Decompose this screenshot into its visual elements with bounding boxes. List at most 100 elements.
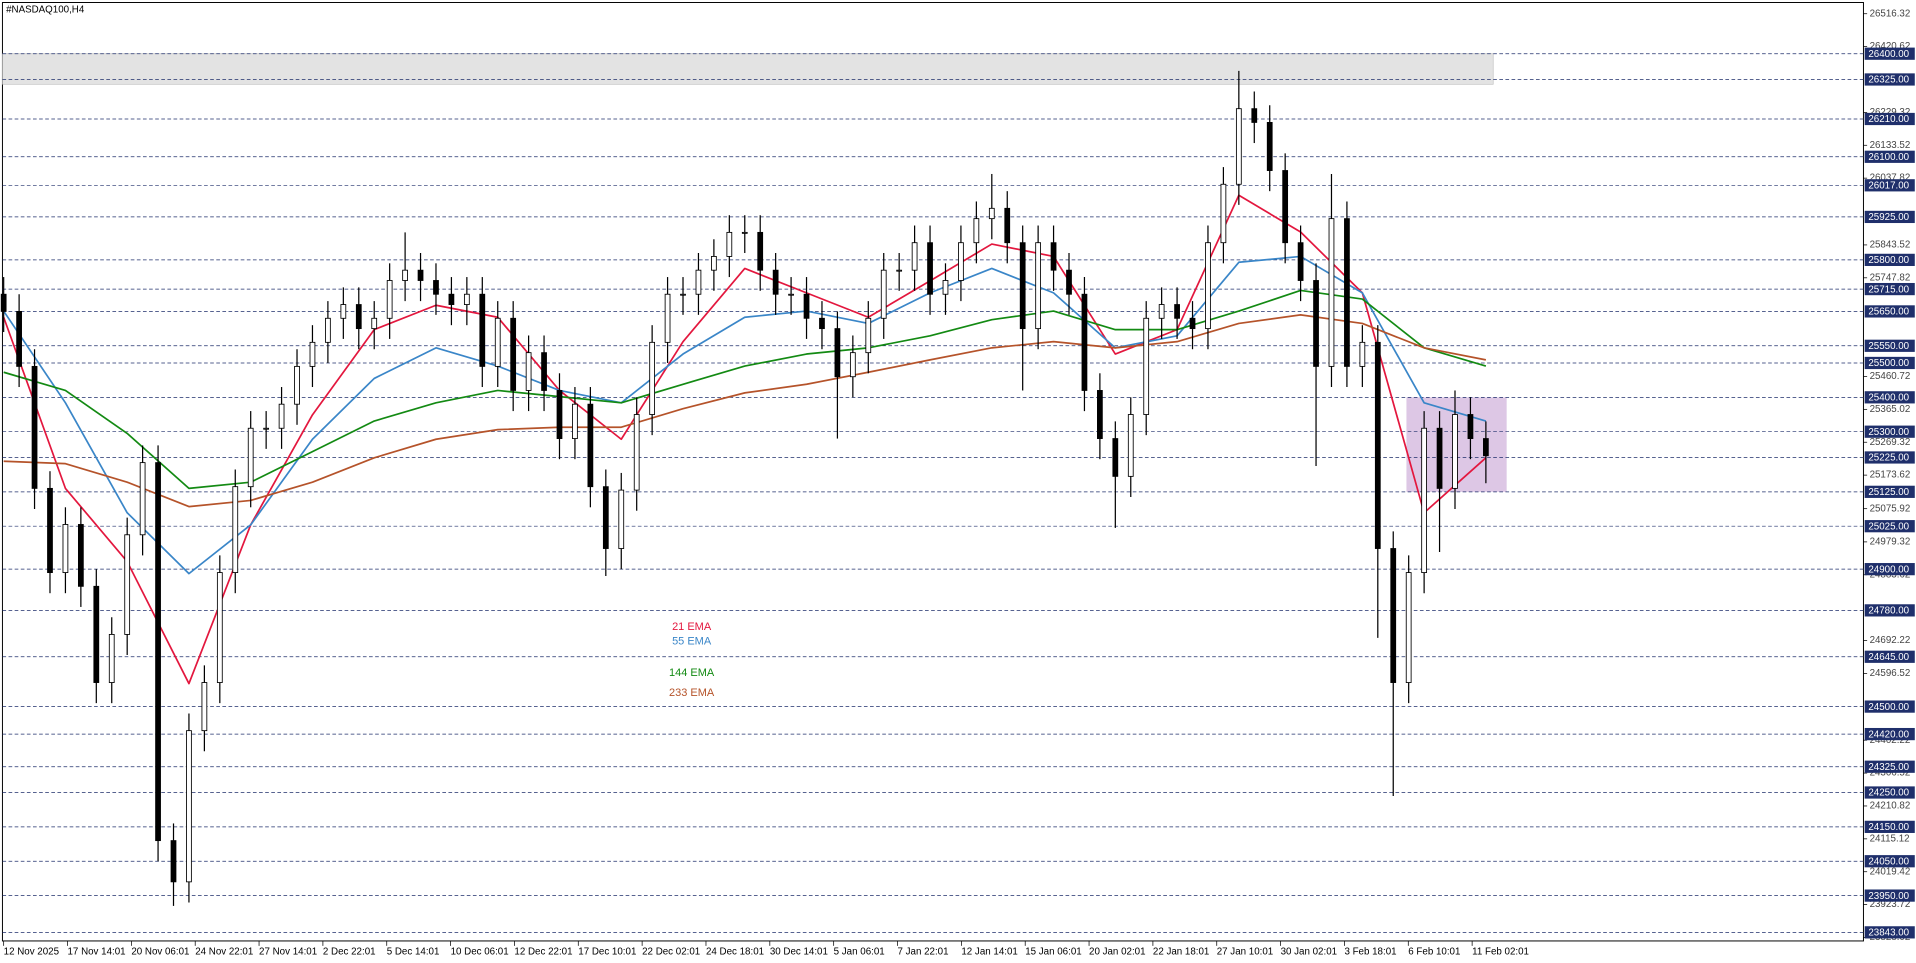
candle-body xyxy=(1081,293,1088,391)
level-label-bg xyxy=(1864,391,1915,404)
ema-legend: 233 EMA xyxy=(669,687,715,699)
level-label: 24420.00 xyxy=(1868,729,1909,740)
level-label: 24780.00 xyxy=(1868,606,1909,617)
level-label-bg xyxy=(1864,112,1915,126)
level-label-bg xyxy=(1864,786,1915,799)
candle-body xyxy=(479,293,486,367)
candle-body xyxy=(1452,414,1458,489)
candle-body xyxy=(942,280,949,295)
level-label-bg xyxy=(1864,179,1915,192)
y-tick-label: 26133.52 xyxy=(1870,140,1911,151)
level-label: 24050.00 xyxy=(1868,856,1909,867)
level-label: 23843.00 xyxy=(1868,928,1909,939)
candle-body xyxy=(803,293,810,319)
level-label: 24150.00 xyxy=(1868,822,1909,833)
candle-body xyxy=(494,317,501,367)
y-tick-label: 24306.52 xyxy=(1870,768,1911,779)
y-tick-label: 24692.22 xyxy=(1870,635,1911,646)
level-label-bg xyxy=(1864,73,1915,86)
level-label: 25550.00 xyxy=(1868,341,1909,352)
plot-frame xyxy=(1,2,1864,942)
candle-body xyxy=(525,352,532,391)
level-label-bg xyxy=(1864,650,1915,663)
candle-body xyxy=(1066,269,1072,295)
x-tick-label: 22 Dec 02:01 xyxy=(642,947,700,958)
candle-body xyxy=(340,304,347,319)
candle-body xyxy=(309,341,316,367)
level-label: 26017.00 xyxy=(1868,180,1909,191)
candle-body xyxy=(680,293,686,296)
candle-body xyxy=(186,730,192,883)
y-tick-label: 26037.82 xyxy=(1870,173,1911,184)
candle-body xyxy=(973,218,980,244)
candle-body xyxy=(788,293,794,296)
candle-body xyxy=(695,269,702,295)
candle-body xyxy=(633,414,640,491)
level-label: 25125.00 xyxy=(1868,487,1909,498)
candle-body xyxy=(865,317,872,354)
y-tick-label: 23923.72 xyxy=(1870,899,1911,910)
level-label: 24325.00 xyxy=(1868,762,1909,773)
candle-body xyxy=(417,269,424,281)
level-label: 25650.00 xyxy=(1868,307,1909,318)
level-label-bg xyxy=(1864,150,1915,163)
candle-body xyxy=(1205,242,1211,330)
candle-body xyxy=(1174,304,1180,319)
candle-body xyxy=(247,427,254,488)
level-label-bg xyxy=(1864,451,1915,464)
y-tick-label: 24979.32 xyxy=(1870,536,1911,547)
candle-body xyxy=(386,280,393,319)
y-tick-label: 25843.52 xyxy=(1870,240,1911,251)
y-tick-label: 25460.72 xyxy=(1870,371,1911,382)
candle-body xyxy=(433,280,439,295)
candle-body xyxy=(1390,548,1397,683)
candle-body xyxy=(463,293,470,305)
x-tick-label: 11 Feb 02:01 xyxy=(1472,947,1529,958)
candle-body xyxy=(216,572,223,683)
candle-body xyxy=(108,634,115,683)
candle-body xyxy=(139,462,146,536)
candle-body xyxy=(232,486,239,574)
candle-body xyxy=(834,328,841,378)
candle-body xyxy=(155,462,161,842)
candle-body xyxy=(1297,242,1304,281)
y-tick-label: 25075.92 xyxy=(1870,503,1911,514)
level-label-bg xyxy=(1864,700,1915,713)
level-label-bg xyxy=(1864,604,1915,617)
candle-body xyxy=(1282,170,1289,244)
candle-body xyxy=(1436,427,1443,489)
level-label: 26100.00 xyxy=(1868,152,1909,163)
x-tick-label: 6 Feb 10:01 xyxy=(1408,947,1460,958)
level-label: 26400.00 xyxy=(1868,49,1909,60)
y-tick-label: 25747.82 xyxy=(1870,272,1911,283)
level-label: 25800.00 xyxy=(1868,255,1909,266)
x-tick-label: 3 Feb 18:01 xyxy=(1344,947,1396,958)
candle-body xyxy=(1189,317,1196,330)
level-label-bg xyxy=(1864,889,1915,902)
level-label-bg xyxy=(1864,47,1915,60)
candle-body xyxy=(587,403,594,488)
candle-body xyxy=(263,427,270,430)
candle-body xyxy=(1050,242,1057,271)
candle-body xyxy=(1127,414,1134,477)
candle-body xyxy=(896,269,903,272)
x-tick-label: 5 Dec 14:01 xyxy=(387,947,440,958)
candle-body xyxy=(47,487,53,574)
candle-body xyxy=(325,317,331,343)
candle-body xyxy=(958,242,964,281)
level-label-bg xyxy=(1864,210,1915,224)
candle-body xyxy=(849,352,856,378)
level-label-bg xyxy=(1864,339,1915,352)
level-label-bg xyxy=(1864,926,1915,939)
level-label: 25500.00 xyxy=(1868,358,1909,369)
x-tick-label: 12 Dec 22:01 xyxy=(514,947,572,958)
candle-body xyxy=(1467,414,1474,439)
level-label: 25225.00 xyxy=(1868,453,1909,464)
candle-body xyxy=(201,682,208,732)
x-tick-label: 10 Dec 06:01 xyxy=(451,947,509,958)
level-label: 25715.00 xyxy=(1868,284,1909,295)
level-label-bg xyxy=(1864,253,1915,266)
candle-body xyxy=(1328,218,1335,367)
